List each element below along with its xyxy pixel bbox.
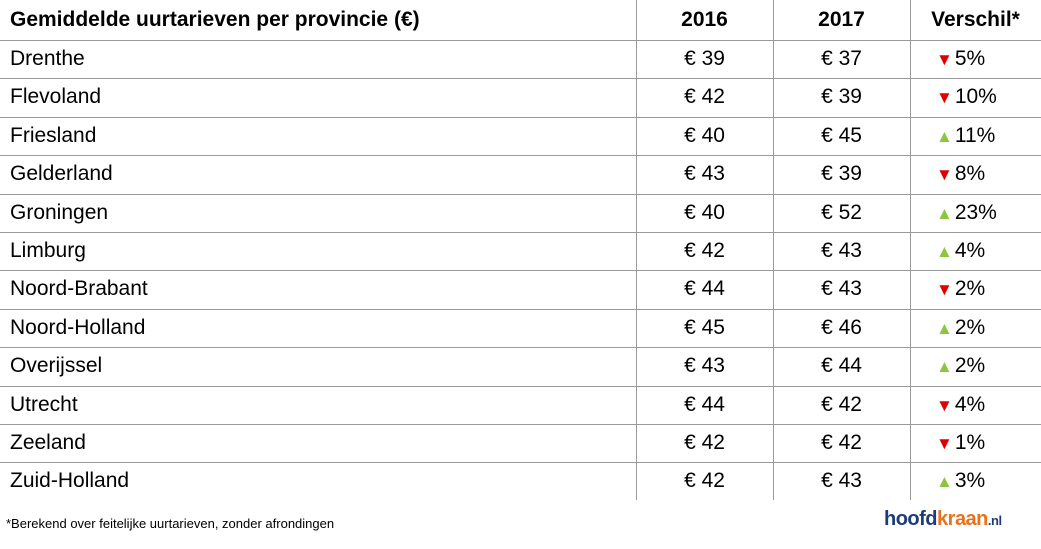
rate-2016: € 43	[684, 354, 725, 378]
row-divider	[0, 308, 1041, 310]
rate-2017: € 39	[821, 162, 862, 186]
trend-arrow: ▲	[936, 242, 953, 261]
difference-cell: ▼1%	[936, 424, 985, 462]
row-divider	[0, 347, 1041, 349]
trend-arrow: ▲	[936, 472, 953, 492]
rate-2017: € 42	[821, 431, 862, 454]
difference-cell: ▼8%	[936, 155, 985, 193]
row-divider	[0, 270, 1041, 272]
row-divider	[0, 40, 1041, 41]
province: Limburg	[10, 239, 86, 262]
row-divider	[0, 232, 1041, 233]
difference: 2%	[954, 354, 986, 378]
difference-cell: ▼4%	[936, 386, 985, 424]
rate-2017: € 39	[821, 85, 862, 109]
difference: 1%	[954, 431, 986, 454]
logo: hoofdkraan.nl	[884, 508, 1002, 531]
rate-2017: € 52	[821, 200, 862, 224]
row-divider	[0, 424, 1041, 425]
header-cell: 2017	[818, 8, 865, 31]
header-cell: Verschil*	[931, 8, 1020, 31]
trend-arrow: ▲	[936, 126, 953, 146]
difference: 4%	[954, 392, 986, 416]
rate-2017: € 42	[821, 392, 862, 416]
trend-arrow: ▼	[936, 395, 953, 415]
difference: 8%	[954, 162, 986, 186]
province: Overijssel	[10, 354, 103, 378]
column-divider	[773, 0, 774, 500]
rate-2017: € 44	[821, 354, 862, 378]
rate-2017: € 37	[821, 47, 862, 70]
logo-text: hoofd	[884, 508, 938, 530]
rate-2016: € 40	[684, 123, 725, 147]
province: Friesland	[10, 123, 97, 147]
header-cell: Gemiddelde uurtarieven per provincie (€)	[10, 8, 420, 31]
difference-cell: ▲3%	[936, 462, 985, 500]
difference: 23%	[954, 200, 997, 224]
province: Gelderland	[10, 162, 113, 186]
difference-cell: ▲2%	[936, 347, 985, 385]
province: Drenthe	[10, 47, 85, 70]
province: Flevoland	[10, 85, 102, 109]
row-divider	[0, 78, 1041, 80]
row-divider	[0, 116, 1041, 118]
column-divider	[910, 0, 911, 500]
rate-2016: € 45	[684, 315, 725, 339]
rate-2016: € 42	[684, 239, 725, 262]
row-divider	[0, 385, 1041, 387]
difference-cell: ▼5%	[936, 40, 985, 78]
column-divider	[636, 0, 637, 500]
difference: 2%	[954, 315, 986, 339]
rate-2017: € 43	[821, 239, 862, 262]
header-cell: 2016	[681, 8, 728, 31]
trend-arrow: ▼	[936, 50, 953, 69]
difference-cell: ▼2%	[936, 270, 985, 308]
trend-arrow: ▼	[936, 88, 953, 108]
province: Groningen	[10, 200, 109, 224]
difference: 11%	[954, 123, 996, 147]
rate-2017: € 46	[821, 315, 862, 339]
rate-2016: € 43	[684, 162, 725, 186]
trend-arrow: ▲	[936, 357, 953, 377]
difference-cell: ▲11%	[936, 117, 995, 155]
rate-2016: € 42	[684, 431, 725, 454]
footnote: *Berekend over feitelijke uurtarieven, z…	[6, 516, 335, 531]
rate-2016: € 40	[684, 200, 725, 224]
difference: 3%	[954, 469, 986, 493]
row-divider	[0, 462, 1041, 464]
difference-cell: ▲2%	[936, 309, 985, 347]
trend-arrow: ▼	[936, 280, 953, 300]
province: Utrecht	[10, 392, 78, 416]
difference: 2%	[954, 277, 986, 301]
difference: 10%	[954, 85, 997, 109]
province: Noord-Holland	[10, 315, 146, 339]
row-divider	[0, 155, 1041, 157]
rate-2017: € 45	[821, 123, 862, 147]
rate-2016: € 42	[684, 85, 725, 109]
difference-cell: ▼10%	[936, 78, 997, 116]
difference: 5%	[954, 47, 986, 70]
difference-cell: ▲4%	[936, 232, 985, 270]
rate-2016: € 42	[684, 469, 725, 493]
province: Zuid-Holland	[10, 469, 130, 493]
province: Noord-Brabant	[10, 277, 148, 301]
rate-2016: € 44	[684, 392, 725, 416]
province: Zeeland	[10, 431, 86, 454]
rate-2016: € 39	[684, 47, 725, 70]
rate-2017: € 43	[821, 277, 862, 301]
logo-text: kraan	[937, 508, 988, 530]
difference-cell: ▲23%	[936, 194, 997, 232]
trend-arrow: ▲	[936, 318, 953, 338]
trend-arrow: ▼	[936, 165, 953, 185]
rate-2016: € 44	[684, 277, 725, 301]
trend-arrow: ▼	[936, 434, 953, 453]
trend-arrow: ▲	[936, 203, 953, 223]
logo-tld: .nl	[987, 513, 1002, 528]
row-divider	[0, 193, 1041, 195]
rate-2017: € 43	[821, 469, 862, 493]
difference: 4%	[954, 239, 986, 262]
